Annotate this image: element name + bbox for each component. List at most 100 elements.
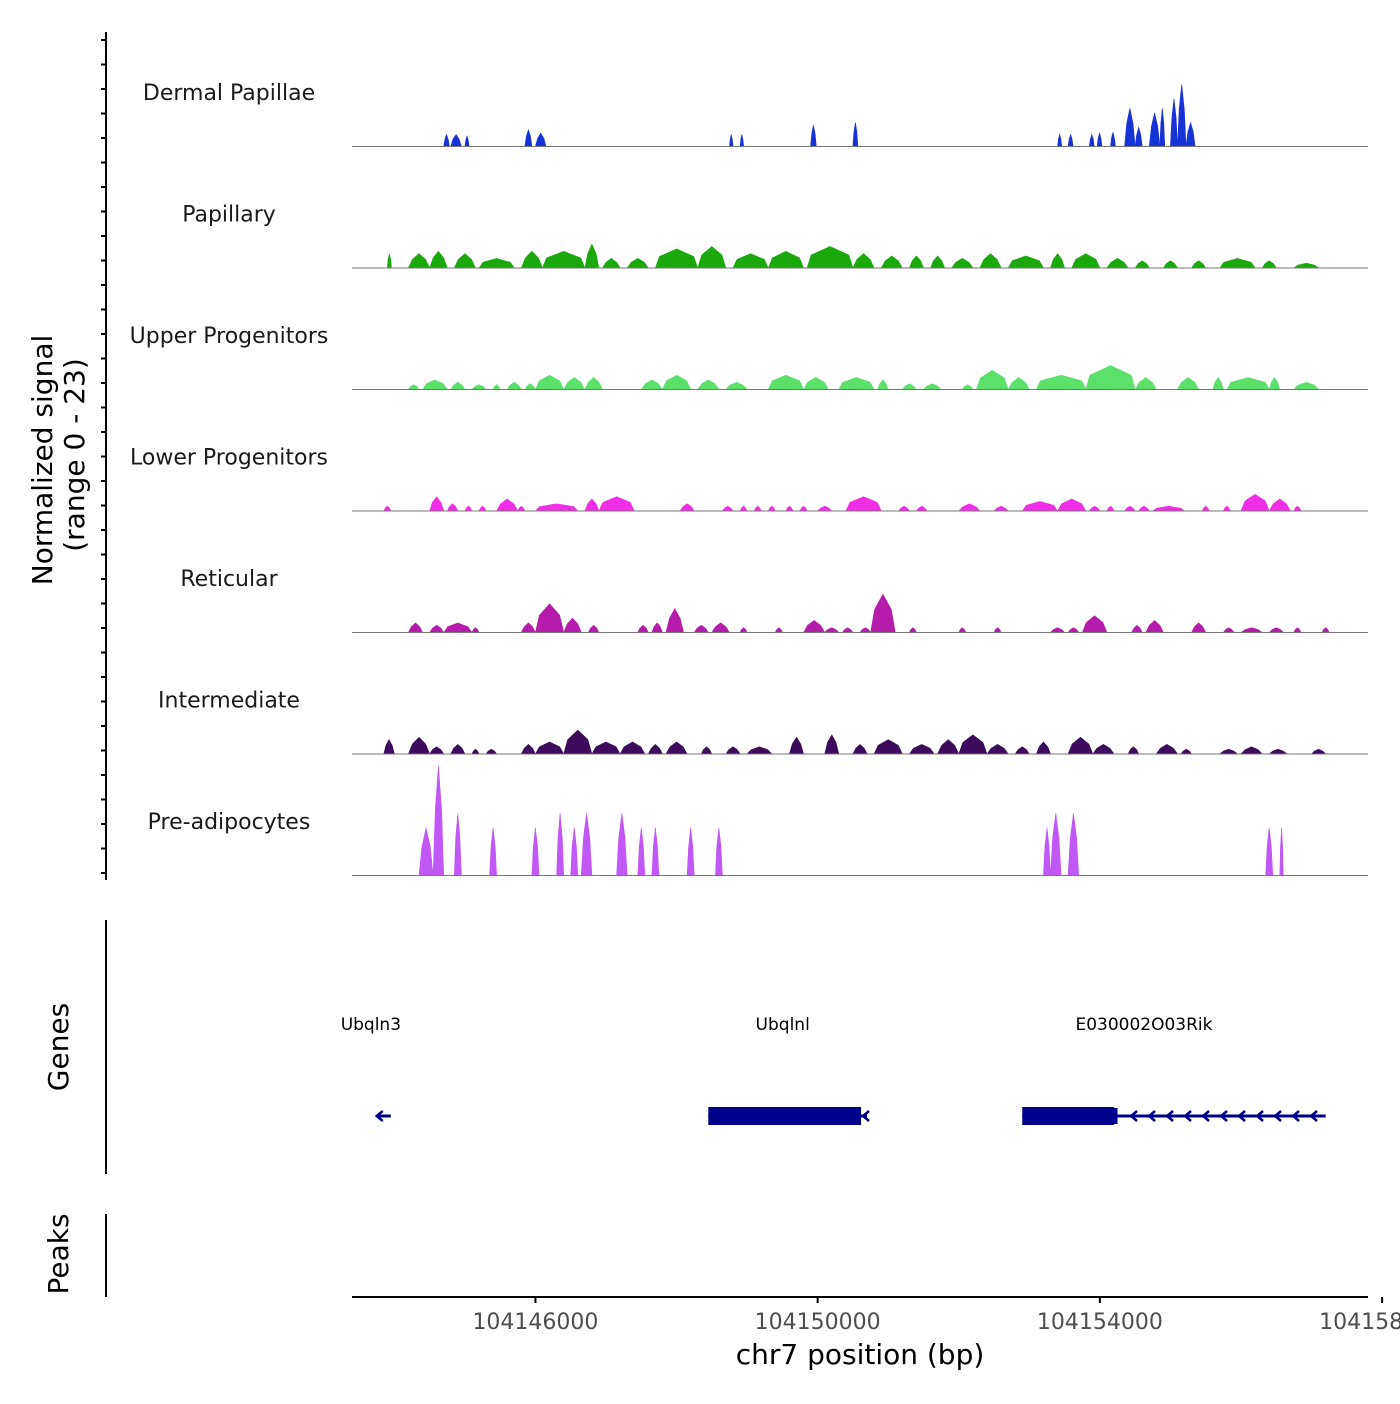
coverage-peak xyxy=(1035,741,1051,755)
strand-chevron xyxy=(1309,1110,1318,1122)
y-axis: Normalized signal (range 0 - 23) xyxy=(26,32,107,880)
coverage-peak xyxy=(450,381,466,390)
coverage-peak xyxy=(908,255,924,269)
coverage-peak xyxy=(654,248,699,269)
coverage-peak xyxy=(531,827,540,876)
coverage-peak xyxy=(1201,505,1210,512)
coverage-peak xyxy=(803,377,829,390)
coverage-peak xyxy=(616,813,628,876)
track-label: Reticular xyxy=(180,567,278,592)
coverage-peak xyxy=(489,827,497,876)
gene-name: E030002O03Rik xyxy=(1075,1015,1212,1035)
coverage-peak xyxy=(975,370,1009,390)
coverage-peak xyxy=(1092,744,1115,755)
coverage-peak xyxy=(443,133,450,147)
coverage-peak xyxy=(930,255,946,269)
coverage-peak xyxy=(679,503,695,512)
coverage-peak xyxy=(1191,260,1207,269)
coverage-peak xyxy=(901,383,918,390)
coverage-peak xyxy=(1134,377,1157,390)
coverage-peak xyxy=(665,607,684,633)
coverage-peak xyxy=(1131,624,1143,633)
track-label: Dermal Papillae xyxy=(143,81,315,106)
coverage-peak xyxy=(789,736,804,755)
track-papillary: Papillary xyxy=(182,203,1368,269)
peaks-track-label: Peaks xyxy=(42,1213,75,1294)
coverage-peak xyxy=(1007,377,1030,390)
coverage-peak xyxy=(852,743,868,755)
coverage-peak xyxy=(806,246,854,269)
coverage-peak xyxy=(958,627,967,633)
gene-name: Ubqln3 xyxy=(341,1015,401,1035)
coverage-peak xyxy=(1222,627,1235,633)
coverage-peak xyxy=(1268,627,1285,633)
coverage-peak xyxy=(407,736,431,755)
coverage-peak xyxy=(1261,260,1277,269)
gene-exon xyxy=(1022,1107,1114,1125)
coverage-tracks: Dermal Papillae Papillary Upper Progenitor… xyxy=(130,81,1368,876)
coverage-peak xyxy=(496,498,519,512)
coverage-peak xyxy=(721,505,734,512)
coverage-peak xyxy=(870,593,896,633)
strand-chevron xyxy=(1201,1110,1210,1122)
coverage-peak xyxy=(1240,493,1270,512)
coverage-peak xyxy=(1007,255,1044,269)
coverage-peak xyxy=(584,498,600,512)
coverage-peak xyxy=(785,505,794,512)
coverage-peak xyxy=(767,505,776,512)
coverage-peak xyxy=(443,622,473,633)
coverage-peak xyxy=(598,496,635,512)
coverage-peak xyxy=(1185,121,1196,147)
coverage-peak xyxy=(517,505,526,512)
coverage-peak xyxy=(520,743,536,755)
coverage-peak xyxy=(1049,627,1066,633)
coverage-peak xyxy=(520,622,536,633)
coverage-peak xyxy=(386,253,392,269)
coverage-peak xyxy=(1014,746,1030,755)
coverage-peak xyxy=(1155,744,1179,755)
track-label: Lower Progenitors xyxy=(130,446,328,471)
coverage-peak xyxy=(1293,627,1302,633)
coverage-peak xyxy=(1106,258,1129,269)
coverage-peak xyxy=(1159,108,1166,147)
coverage-peak xyxy=(1222,505,1231,512)
coverage-peak xyxy=(1268,376,1281,390)
coverage-peak xyxy=(746,746,773,755)
coverage-peak xyxy=(1292,262,1320,269)
coverage-peak xyxy=(637,827,646,876)
coverage-peak xyxy=(993,505,1009,512)
coverage-peak xyxy=(524,128,533,147)
coverage-peak xyxy=(1124,108,1136,147)
x-axis: 104146000 104150000 104154000 104158000 chr7… xyxy=(352,1296,1400,1371)
coverage-peak xyxy=(446,503,459,512)
coverage-peak xyxy=(1124,505,1136,512)
gene-exon xyxy=(708,1107,862,1125)
coverage-peak xyxy=(958,503,981,512)
coverage-peak xyxy=(915,505,928,512)
coverage-peak xyxy=(1043,827,1051,876)
coverage-peak xyxy=(1088,505,1101,512)
coverage-peak xyxy=(1176,377,1200,390)
coverage-peak xyxy=(524,383,536,390)
coverage-peak xyxy=(1191,622,1207,633)
coverage-peak xyxy=(1067,736,1094,755)
gene-ubqlnl: Ubqlnl xyxy=(708,1015,870,1125)
coverage-peak xyxy=(563,377,586,390)
coverage-peak xyxy=(732,253,769,269)
coverage-peak xyxy=(651,827,660,876)
coverage-peak xyxy=(845,496,882,512)
coverage-peak xyxy=(1148,112,1161,147)
coverage-peak xyxy=(873,739,903,755)
strand-chevron xyxy=(861,1110,870,1122)
coverage-peak xyxy=(859,627,872,633)
gene-e030002o03rik: E030002O03Rik xyxy=(1022,1015,1326,1125)
coverage-peak xyxy=(852,253,875,269)
y-axis-sublabel: (range 0 - 23) xyxy=(58,358,91,552)
x-tick-label: 104158000 xyxy=(1319,1310,1400,1335)
coverage-peak xyxy=(774,627,783,633)
coverage-peak xyxy=(725,381,748,390)
coverage-peak xyxy=(1081,615,1108,633)
coverage-peak xyxy=(824,734,840,755)
track-reticular: Reticular xyxy=(180,567,1368,633)
coverage-peak xyxy=(418,827,434,876)
